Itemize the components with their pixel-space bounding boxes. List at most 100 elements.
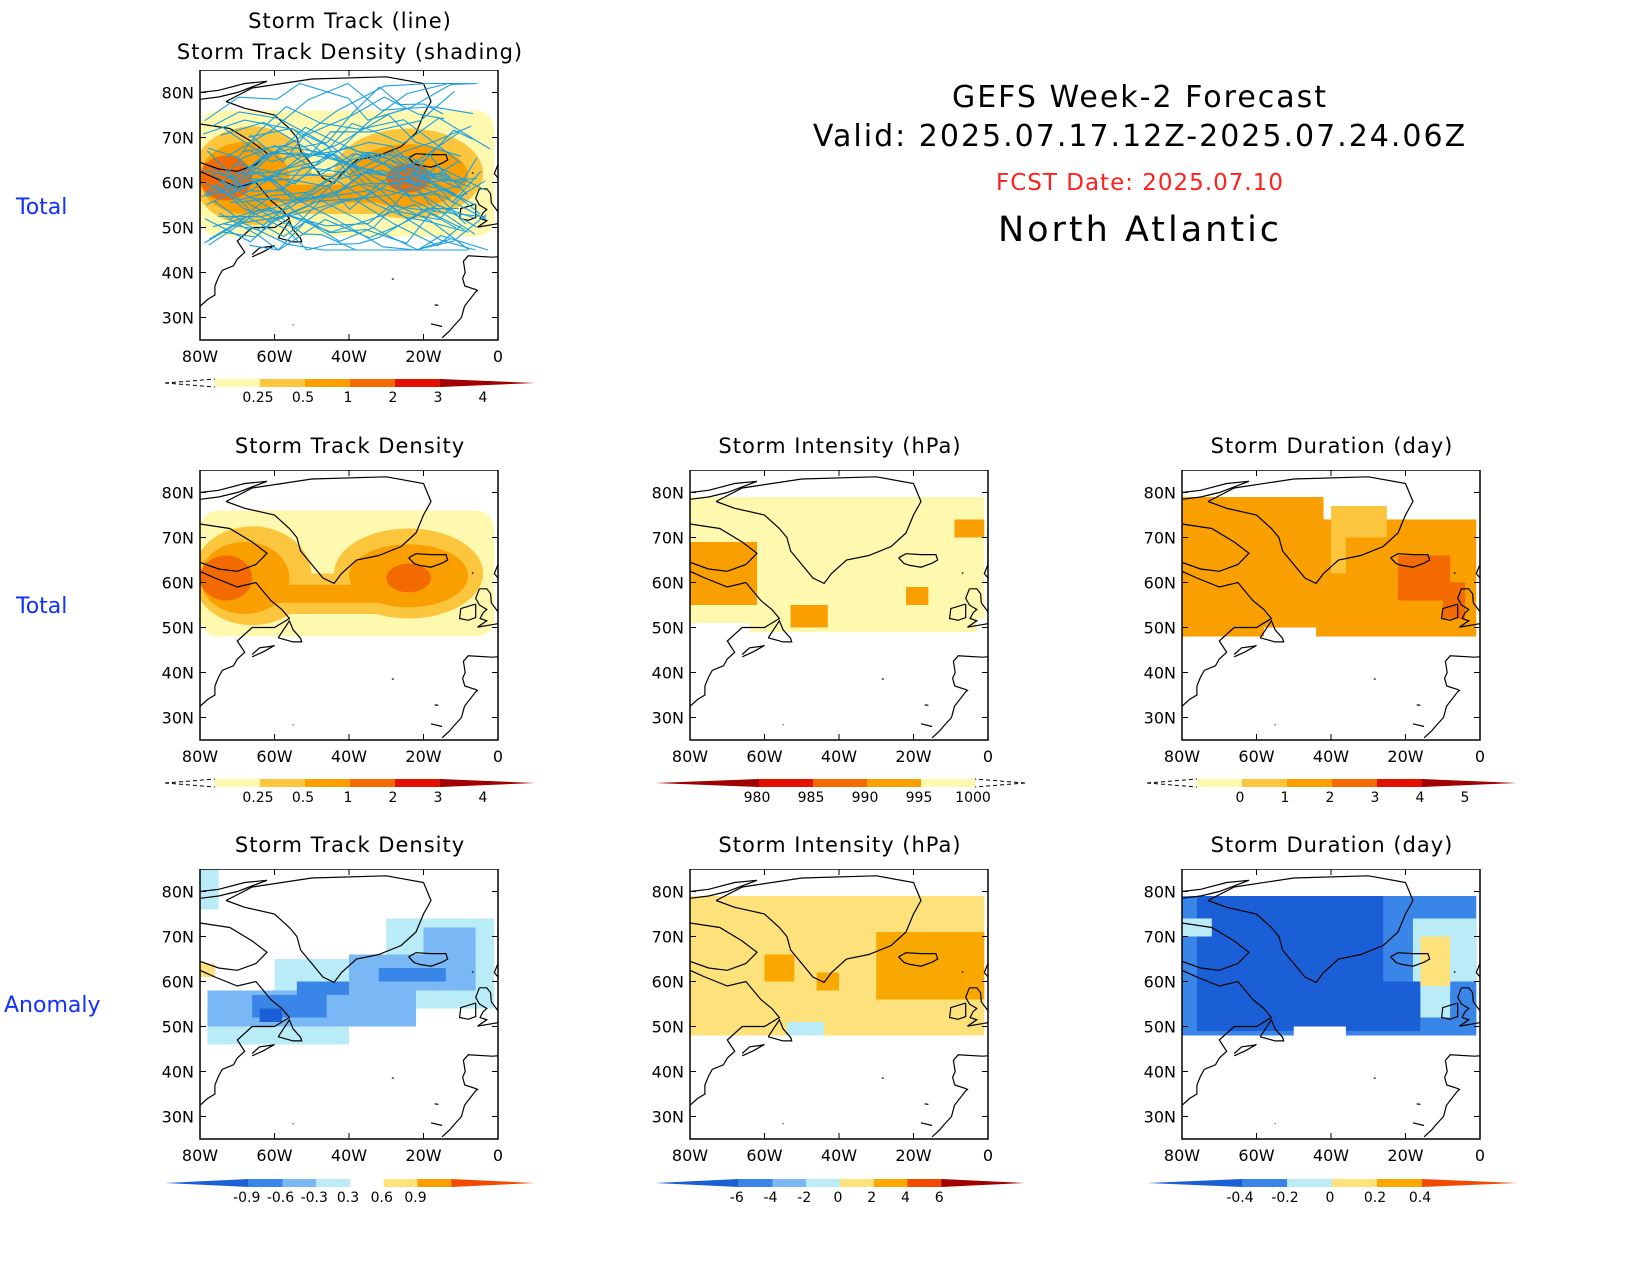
lat-label: 50N [162,619,194,638]
field-cell [1398,555,1451,601]
lat-label: 30N [162,309,194,328]
field-cell [1450,990,1477,1027]
colorbar-segment [759,779,813,787]
fcst-date: FCST Date: 2025.07.10 [996,170,1284,196]
coastline [430,1122,443,1127]
colorbar-label: 2 [1326,790,1335,805]
colorbar-label: 0.5 [292,790,314,805]
field-cell [816,972,839,991]
colorbar-segment [215,379,260,387]
coastline [961,572,964,575]
lon-label: 40W [331,747,367,766]
coastline [458,1002,477,1020]
lat-label: 80N [1144,484,1176,503]
field-cell [954,519,985,538]
colorbar-label: -0.3 [301,1190,328,1205]
field-cell [200,963,215,977]
field-contour [386,563,431,593]
colorbar-label: 5 [1461,790,1470,805]
coastline [983,528,988,579]
field-cell [423,927,476,955]
coastline [948,603,967,621]
panel-title-line1: Storm Track (line) [248,9,452,33]
field-layer [1182,476,1480,739]
lat-label: 80N [652,883,684,902]
lat-label: 70N [162,129,194,148]
colorbar-label: -2 [797,1190,811,1205]
colorbar-segment [873,1179,908,1187]
colorbar-label: 0 [1326,1190,1335,1205]
colorbar-segment [440,379,535,387]
lat-label: 70N [162,928,194,947]
colorbar-intensity-anom: -6 -4 -2 0 2 4 6 [655,1179,1025,1205]
coastline [1182,523,1250,572]
lon-label: 60W [256,747,292,766]
lat-label: 80N [652,484,684,503]
lon-label: 40W [331,347,367,366]
coastline [200,922,268,971]
colorbar-label: 995 [906,790,933,805]
lat-label: 60N [162,174,194,193]
lon-label: 40W [821,747,857,766]
colorbar-label: 4 [479,390,488,405]
coastline [1207,875,1414,984]
colorbar-label: 1 [1281,790,1290,805]
lat-label: 80N [162,84,194,103]
lat-label: 50N [1144,1018,1176,1037]
coastline [1440,603,1459,621]
coastline [1453,971,1456,974]
panel-title-track-lines: Storm Track (line) Storm Track Density (… [140,6,560,68]
field-layer [200,76,498,339]
lon-label: 0 [493,747,503,766]
colorbar-label: 0.2 [1364,1190,1386,1205]
colorbar-segment [395,379,440,387]
panel-title-intensity-anom: Storm Intensity (hPa) [718,833,962,857]
colorbar-label: 980 [744,790,771,805]
colorbar-label: 2 [389,790,398,805]
field-cell [1331,506,1387,538]
storm-track [204,82,478,122]
coastline [1182,480,1250,500]
map-panel-density-anom: 80N 70N 60N 50N 40N 30N 80W 60W 40W 20W 0 [162,869,503,1165]
colorbar-segment [350,779,395,787]
coastline [391,1077,394,1079]
coastline [741,1043,765,1057]
coastline [898,952,939,967]
coastline [1457,987,1480,1027]
coastline [408,553,449,568]
coastline [715,476,922,585]
coastline [408,153,449,168]
colorbar-segment [260,779,305,787]
field-cell [1196,896,1384,1031]
lon-label: 0 [1475,1146,1485,1165]
colorbar-segment [1287,1179,1332,1187]
coastline [475,588,498,628]
lat-label: 60N [1144,973,1176,992]
lat-label: 30N [1144,1108,1176,1127]
coastline [1182,879,1250,899]
lon-label: 0 [983,747,993,766]
lon-label: 0 [983,1146,993,1165]
colorbar-segment [260,379,305,387]
coastline [690,523,758,572]
coastline [1373,678,1376,680]
colorbar-open-end [164,378,216,388]
colorbar-label: 0.6 [371,1190,393,1205]
storm-track [226,82,474,194]
coastline [493,528,498,579]
coastline [471,172,474,175]
coastline [1412,1122,1425,1127]
coastline [471,572,474,575]
lat-label: 70N [1144,928,1176,947]
field-cell [790,605,828,628]
colorbar-segment [1287,779,1332,787]
panel-title-duration-anom: Storm Duration (day) [1210,833,1454,857]
colorbar-label: 0.3 [337,1190,359,1205]
coastline [493,927,498,978]
coastline [391,278,394,280]
field-cell [1420,981,1451,1018]
lon-label: 20W [1387,1146,1423,1165]
colorbar-segment [350,1179,384,1187]
lon-label: 40W [331,1146,367,1165]
colorbar-open-end [164,778,216,788]
